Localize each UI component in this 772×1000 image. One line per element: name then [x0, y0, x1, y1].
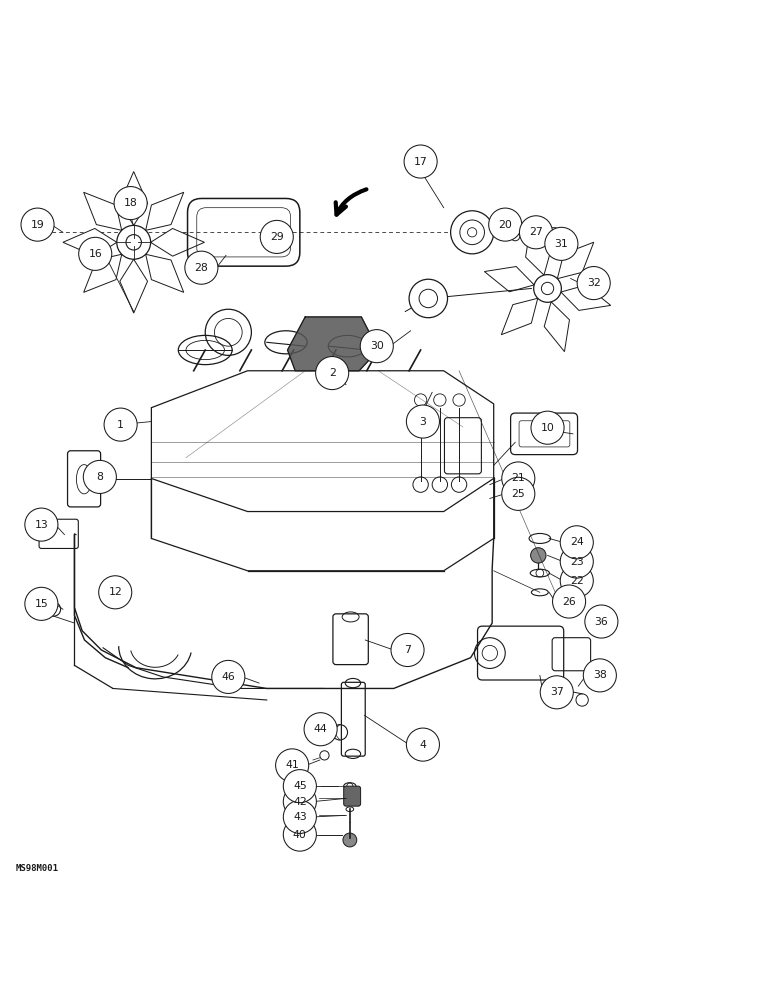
Circle shape [545, 227, 578, 260]
Circle shape [25, 508, 58, 541]
Text: 38: 38 [593, 670, 607, 680]
Circle shape [409, 279, 448, 318]
Circle shape [406, 728, 439, 761]
Text: 29: 29 [270, 232, 283, 242]
Text: 46: 46 [222, 672, 235, 682]
Text: 23: 23 [570, 557, 584, 567]
Text: 10: 10 [540, 423, 554, 433]
Text: 21: 21 [511, 473, 525, 483]
Circle shape [185, 251, 218, 284]
Text: 25: 25 [511, 489, 525, 499]
Polygon shape [146, 192, 184, 230]
Circle shape [531, 411, 564, 444]
Text: 42: 42 [293, 797, 306, 807]
Text: 43: 43 [293, 812, 306, 822]
Circle shape [283, 800, 317, 833]
Text: 36: 36 [594, 617, 608, 627]
Circle shape [584, 659, 616, 692]
Polygon shape [120, 259, 147, 313]
Circle shape [117, 225, 151, 259]
Text: 40: 40 [293, 830, 306, 840]
Text: 37: 37 [550, 687, 564, 697]
Circle shape [304, 713, 337, 746]
Polygon shape [526, 225, 551, 275]
Circle shape [316, 357, 349, 390]
Circle shape [533, 275, 561, 302]
Circle shape [276, 749, 309, 782]
Text: 45: 45 [293, 781, 306, 791]
Circle shape [79, 237, 112, 270]
Circle shape [560, 526, 594, 559]
Text: 28: 28 [195, 263, 208, 273]
Circle shape [404, 145, 437, 178]
Circle shape [489, 208, 522, 241]
Text: 44: 44 [313, 724, 327, 734]
Polygon shape [561, 285, 611, 310]
Circle shape [104, 408, 137, 441]
Circle shape [21, 208, 54, 241]
Circle shape [530, 548, 546, 563]
Circle shape [540, 676, 574, 709]
Text: MS98M001: MS98M001 [15, 864, 58, 873]
Circle shape [343, 833, 357, 847]
Polygon shape [544, 302, 570, 352]
Polygon shape [151, 228, 205, 256]
Text: 24: 24 [570, 537, 584, 547]
FancyBboxPatch shape [344, 786, 361, 806]
Text: 2: 2 [329, 368, 336, 378]
Circle shape [502, 462, 535, 495]
Text: 31: 31 [554, 239, 568, 249]
Polygon shape [146, 254, 184, 292]
Polygon shape [501, 298, 538, 335]
Circle shape [451, 211, 493, 254]
Text: 4: 4 [419, 740, 426, 750]
Text: 12: 12 [108, 587, 122, 597]
Circle shape [553, 585, 586, 618]
Polygon shape [120, 172, 147, 225]
Text: 30: 30 [370, 341, 384, 351]
Polygon shape [63, 228, 117, 256]
Circle shape [212, 660, 245, 693]
Circle shape [577, 267, 610, 300]
Circle shape [283, 818, 317, 851]
Text: 27: 27 [529, 227, 543, 237]
Circle shape [283, 785, 317, 818]
Circle shape [25, 587, 58, 620]
Polygon shape [83, 192, 122, 230]
Text: 16: 16 [88, 249, 102, 259]
Polygon shape [484, 267, 534, 292]
Circle shape [520, 216, 553, 249]
Circle shape [114, 187, 147, 220]
Circle shape [260, 220, 293, 253]
Circle shape [585, 605, 618, 638]
Text: 26: 26 [562, 597, 576, 607]
Text: 20: 20 [498, 220, 512, 230]
Circle shape [283, 770, 317, 803]
Circle shape [409, 148, 432, 172]
Circle shape [99, 576, 132, 609]
Text: 3: 3 [419, 417, 426, 427]
Text: 15: 15 [35, 599, 49, 609]
Text: 8: 8 [96, 472, 103, 482]
Text: 32: 32 [587, 278, 601, 288]
Text: 17: 17 [414, 157, 428, 167]
Polygon shape [557, 242, 594, 279]
Text: 19: 19 [31, 220, 45, 230]
Text: 7: 7 [404, 645, 411, 655]
Circle shape [406, 405, 439, 438]
Text: 22: 22 [570, 576, 584, 586]
Circle shape [83, 460, 117, 493]
Polygon shape [287, 317, 378, 371]
Circle shape [391, 633, 424, 667]
Polygon shape [83, 254, 122, 292]
Text: 13: 13 [35, 520, 49, 530]
Text: 41: 41 [286, 760, 299, 770]
Circle shape [560, 545, 594, 578]
Circle shape [502, 477, 535, 510]
Text: 1: 1 [117, 420, 124, 430]
Circle shape [560, 564, 594, 597]
Text: 18: 18 [124, 198, 137, 208]
Circle shape [361, 330, 393, 363]
